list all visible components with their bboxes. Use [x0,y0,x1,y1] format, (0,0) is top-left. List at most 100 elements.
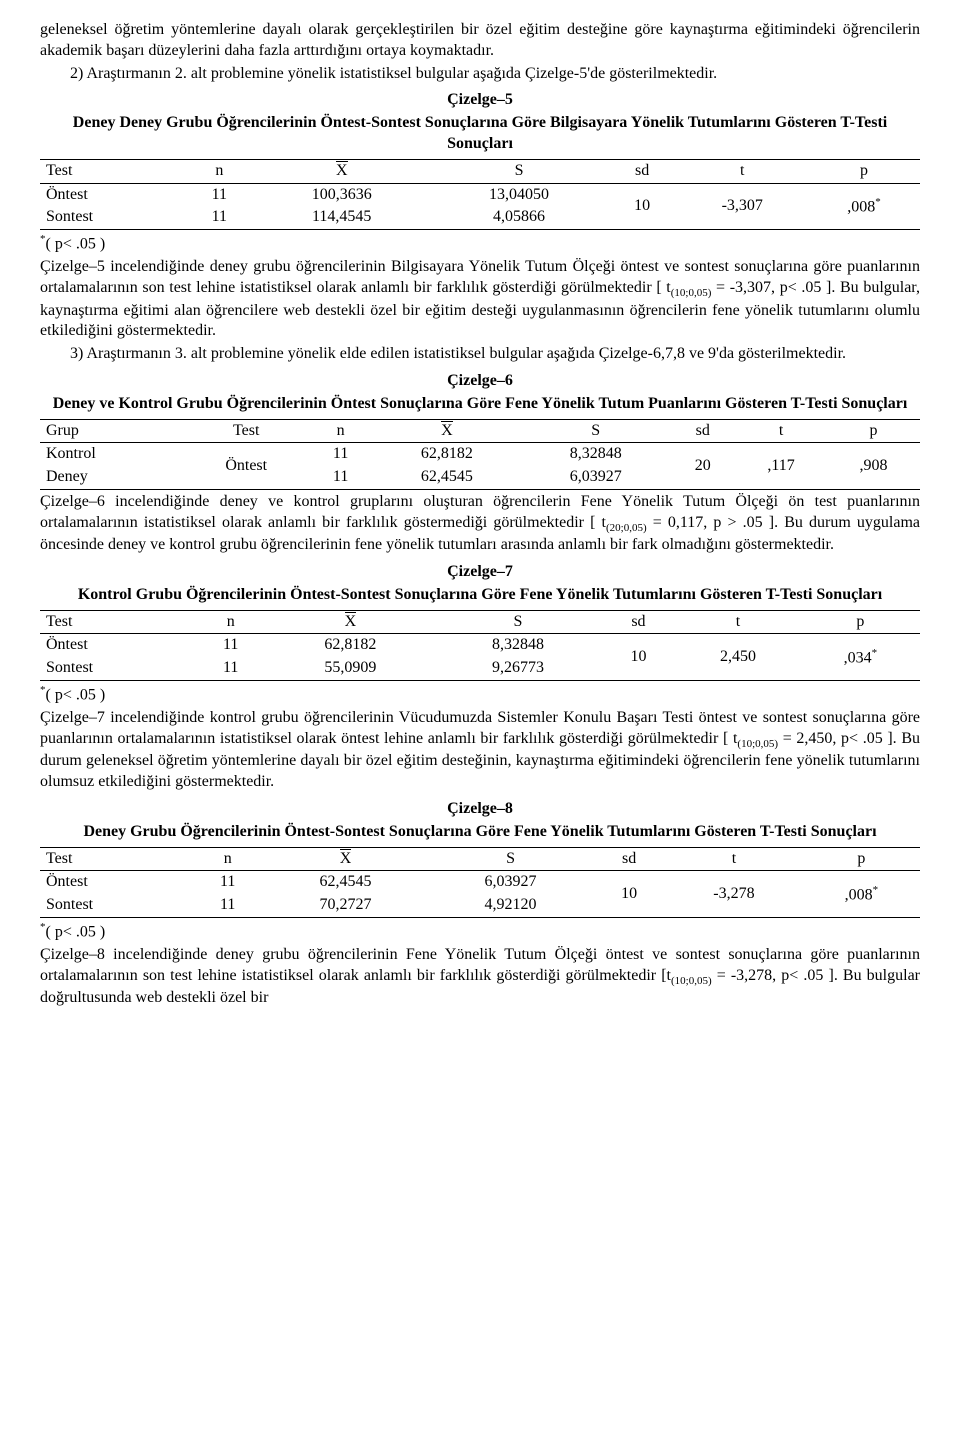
cell: 62,8182 [372,443,521,466]
col-header: Grup [40,419,184,443]
cell: Öntest [184,443,309,490]
cell: 8,32848 [521,443,670,466]
cell: 8,32848 [434,634,602,657]
table-7: Test n X S sd t p Öntest 11 62,8182 8,32… [40,610,920,681]
paragraph: Çizelge–6 incelendiğinde deney ve kontro… [40,492,920,556]
col-header: p [803,847,920,871]
col-header: t [735,419,827,443]
cell: 4,92120 [428,894,593,917]
cell: Öntest [40,871,192,894]
col-header: Test [184,419,309,443]
cell: 4,05866 [430,206,607,229]
cell: 11 [186,183,253,206]
cell: 11 [192,871,263,894]
cell: 6,03927 [521,466,670,489]
paragraph: 3) Araştırmanın 3. alt problemine yöneli… [40,344,920,365]
cell: ,008* [808,183,920,230]
col-header: Test [40,159,186,183]
col-header: S [434,610,602,634]
cell: Öntest [40,634,195,657]
paragraph: 2) Araştırmanın 2. alt problemine yöneli… [40,64,920,85]
col-header: p [801,610,920,634]
cell: 10 [608,183,677,230]
subscript: (10;0,05) [737,738,778,750]
col-header: Test [40,610,195,634]
cell: 55,0909 [267,657,435,680]
paragraph: Çizelge–5 incelendiğinde deney grubu öğr… [40,257,920,342]
col-header: Test [40,847,192,871]
paragraph: Çizelge–7 incelendiğinde kontrol grubu ö… [40,708,920,793]
cell: 62,4545 [263,871,428,894]
col-header: X [263,847,428,871]
cell: 10 [602,634,675,681]
table-note: *( p< .05 ) [40,920,920,943]
table-subtitle: Kontrol Grubu Öğrencilerinin Öntest-Sont… [40,585,920,606]
table-note: *( p< .05 ) [40,683,920,706]
cell: 100,3636 [253,183,430,206]
table-title: Çizelge–8 [40,799,920,820]
cell: 11 [192,894,263,917]
table-6: Grup Test n X S sd t p Kontrol Öntest 11… [40,419,920,490]
cell: Sontest [40,206,186,229]
table-title: Çizelge–5 [40,90,920,111]
cell: 6,03927 [428,871,593,894]
cell: 11 [309,443,373,466]
table-title: Çizelge–7 [40,562,920,583]
cell: -3,278 [665,871,802,918]
cell: 70,2727 [263,894,428,917]
cell: 2,450 [675,634,801,681]
col-header: S [428,847,593,871]
cell: 62,8182 [267,634,435,657]
subscript: (10;0,05) [671,287,712,299]
cell: 20 [670,443,735,490]
subscript: (20;0,05) [606,522,647,534]
cell: 9,26773 [434,657,602,680]
col-header: X [253,159,430,183]
cell: ,008* [803,871,920,918]
col-header: t [665,847,802,871]
cell: ,117 [735,443,827,490]
col-header: t [675,610,801,634]
col-header: t [677,159,808,183]
paragraph: Çizelge–8 incelendiğinde deney grubu öğr… [40,945,920,1009]
col-header: p [808,159,920,183]
col-header: X [372,419,521,443]
col-header: n [195,610,267,634]
cell: ,908 [827,443,920,490]
subscript: (10;0,05) [671,975,712,987]
cell: 62,4545 [372,466,521,489]
col-header: p [827,419,920,443]
cell: 114,4545 [253,206,430,229]
col-header: sd [602,610,675,634]
cell: Deney [40,466,184,489]
col-header: sd [670,419,735,443]
col-header: sd [593,847,665,871]
table-5: Test n X S sd t p Öntest 11 100,3636 13,… [40,159,920,230]
cell: 11 [186,206,253,229]
cell: -3,307 [677,183,808,230]
table-subtitle: Deney Deney Grubu Öğrencilerinin Öntest-… [40,113,920,155]
table-note: *( p< .05 ) [40,232,920,255]
cell: 11 [195,634,267,657]
cell: ,034* [801,634,920,681]
cell: 13,04050 [430,183,607,206]
col-header: n [309,419,373,443]
col-header: n [186,159,253,183]
table-8: Test n X S sd t p Öntest 11 62,4545 6,03… [40,847,920,918]
paragraph: geleneksel öğretim yöntemlerine dayalı o… [40,20,920,62]
cell: Sontest [40,657,195,680]
col-header: S [430,159,607,183]
table-title: Çizelge–6 [40,371,920,392]
col-header: sd [608,159,677,183]
table-subtitle: Deney Grubu Öğrencilerinin Öntest-Sontes… [40,822,920,843]
cell: 11 [309,466,373,489]
col-header: S [521,419,670,443]
cell: Kontrol [40,443,184,466]
col-header: n [192,847,263,871]
table-subtitle: Deney ve Kontrol Grubu Öğrencilerinin Ön… [40,394,920,415]
cell: 10 [593,871,665,918]
cell: Sontest [40,894,192,917]
cell: 11 [195,657,267,680]
cell: Öntest [40,183,186,206]
col-header: X [267,610,435,634]
